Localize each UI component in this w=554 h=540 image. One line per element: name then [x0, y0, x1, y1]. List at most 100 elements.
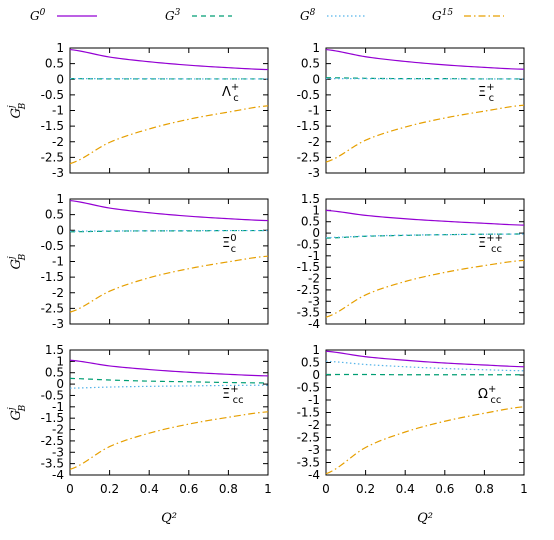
y-tick-label: 0	[312, 226, 320, 240]
y-tick-label: -2.5	[41, 150, 64, 164]
panel-1: 1 0.50 -0.5 -1-1.5 -2-2.5 -3 Ξ+ c	[297, 41, 525, 180]
series-line-g8	[325, 233, 525, 239]
y-tick-label: -2.5	[41, 301, 64, 315]
x-tick-label: 0.6	[179, 482, 198, 496]
series-line-g15	[69, 255, 269, 313]
y-tick-label: -1	[52, 104, 64, 118]
y-tick-label: 0.5	[301, 356, 320, 370]
series-line-g15	[325, 259, 525, 318]
panel-label-sup: 0	[230, 233, 236, 244]
panel-3: 1.510.50-0.5-1-1.5-2-2.5-3-3.5-4 Ξ++ cc	[297, 192, 525, 331]
y-tick-label: -2	[308, 272, 320, 286]
panel-label: Ξ+ c	[478, 82, 495, 104]
panel-label-sub: cc	[490, 395, 501, 406]
panel-label-sub: c	[231, 244, 237, 255]
y-axis-label-sup: j	[7, 256, 17, 261]
legend-label-sup: 8	[310, 8, 316, 18]
panel-label-sub: cc	[233, 395, 244, 406]
y-axis-label-sub: B	[18, 102, 28, 110]
panel-label-base: Ω	[478, 387, 488, 402]
y-tick-label: -2	[308, 135, 320, 149]
y-tick-label: 1	[312, 343, 320, 357]
panel-label-base: Ξ	[222, 387, 230, 402]
y-tick-label: 1	[312, 203, 320, 217]
y-tick-label: 1	[56, 41, 64, 55]
y-tick-label: -4	[308, 317, 320, 331]
y-tick-label: -1.5	[297, 119, 320, 133]
panel-label: Ω+ cc	[478, 384, 501, 406]
y-tick-label: -3	[308, 443, 320, 457]
y-tick-label: -1.5	[41, 411, 64, 425]
y-tick-label: 1.5	[45, 343, 64, 357]
legend-label-base: G	[300, 9, 310, 23]
y-tick-label: 0	[56, 223, 64, 237]
y-tick-label: -0.5	[41, 88, 64, 102]
y-tick-label: -4	[308, 468, 320, 482]
y-axis-label-base: G	[9, 410, 24, 420]
series-line-g3	[69, 377, 269, 384]
plot-frame	[325, 198, 525, 325]
y-tick-label: -2	[308, 418, 320, 432]
x-tick-label: 1	[264, 482, 272, 496]
y-tick-label: 0	[312, 368, 320, 382]
y-axis-label-sup: j	[7, 105, 17, 110]
plot-frame	[69, 198, 269, 325]
series-line-g0	[69, 199, 269, 222]
y-tick-label: -1.5	[41, 270, 64, 284]
y-tick-label: 0.5	[301, 57, 320, 71]
panel-label-sup: +	[486, 82, 494, 93]
x-tick-label: 0.6	[435, 482, 454, 496]
panel-label-base: Ξ	[222, 236, 230, 251]
legend-label-1: G3	[165, 8, 181, 23]
series-line-g0	[325, 209, 525, 226]
y-tick-label: -2.5	[41, 434, 64, 448]
legend: G0 G3 G8 G15	[30, 8, 504, 23]
series-line-g0	[69, 48, 269, 71]
series-line-g8	[69, 384, 269, 389]
y-axis-label-base: G	[9, 259, 24, 269]
y-tick-label: -0.5	[297, 381, 320, 395]
y-tick-label: -2	[52, 286, 64, 300]
y-axis-label-sup: j	[7, 407, 17, 412]
y-tick-label: -0.5	[41, 239, 64, 253]
y-tick-label: -2	[52, 423, 64, 437]
x-tick-label: 0.4	[396, 482, 415, 496]
legend-label-base: G	[165, 9, 175, 23]
y-tick-label: -1.5	[297, 260, 320, 274]
y-tick-label: -3.5	[297, 456, 320, 470]
panels: 10.50-0.5-1-1.5-2-2.5-3Λ+ cGjB10.50-0.5-1…	[7, 41, 528, 526]
legend-label-sup: 3	[175, 8, 181, 18]
legend-label-2: G8	[300, 8, 316, 23]
panel-label: Ξ0 c	[222, 233, 237, 255]
plot-frame	[69, 349, 269, 476]
y-tick-label: -0.5	[297, 237, 320, 251]
x-tick-label: 0	[322, 482, 330, 496]
series-line-g15	[325, 406, 525, 475]
y-tick-label: -2.5	[297, 431, 320, 445]
panel-label-sup: +	[230, 384, 238, 395]
legend-label-sup: 0	[40, 8, 46, 18]
y-tick-label: -2.5	[297, 150, 320, 164]
y-tick-label: -1.5	[297, 406, 320, 420]
y-tick-label: -1	[308, 393, 320, 407]
legend-label-3: G15	[432, 8, 453, 23]
x-tick-label: 0.2	[356, 482, 375, 496]
panel-label: Ξ+ cc	[222, 384, 244, 406]
y-axis-label: GjB	[7, 102, 28, 118]
y-tick-label: -1	[308, 249, 320, 263]
legend-label-0: G0	[30, 8, 46, 23]
panel-label-sup: ++	[486, 233, 503, 244]
y-tick-label: -3.5	[41, 457, 64, 471]
y-tick-label: -1	[52, 400, 64, 414]
y-tick-label: 0.5	[45, 57, 64, 71]
plot-frame	[325, 349, 525, 476]
series-line-g8	[69, 229, 268, 232]
panel-label-base: Ξ	[478, 85, 486, 100]
y-tick-label: -2	[52, 135, 64, 149]
x-tick-label: 0	[66, 482, 74, 496]
y-tick-label: 0	[56, 72, 64, 86]
x-tick-label: 0.4	[140, 482, 159, 496]
x-tick-label: 0.8	[219, 482, 238, 496]
